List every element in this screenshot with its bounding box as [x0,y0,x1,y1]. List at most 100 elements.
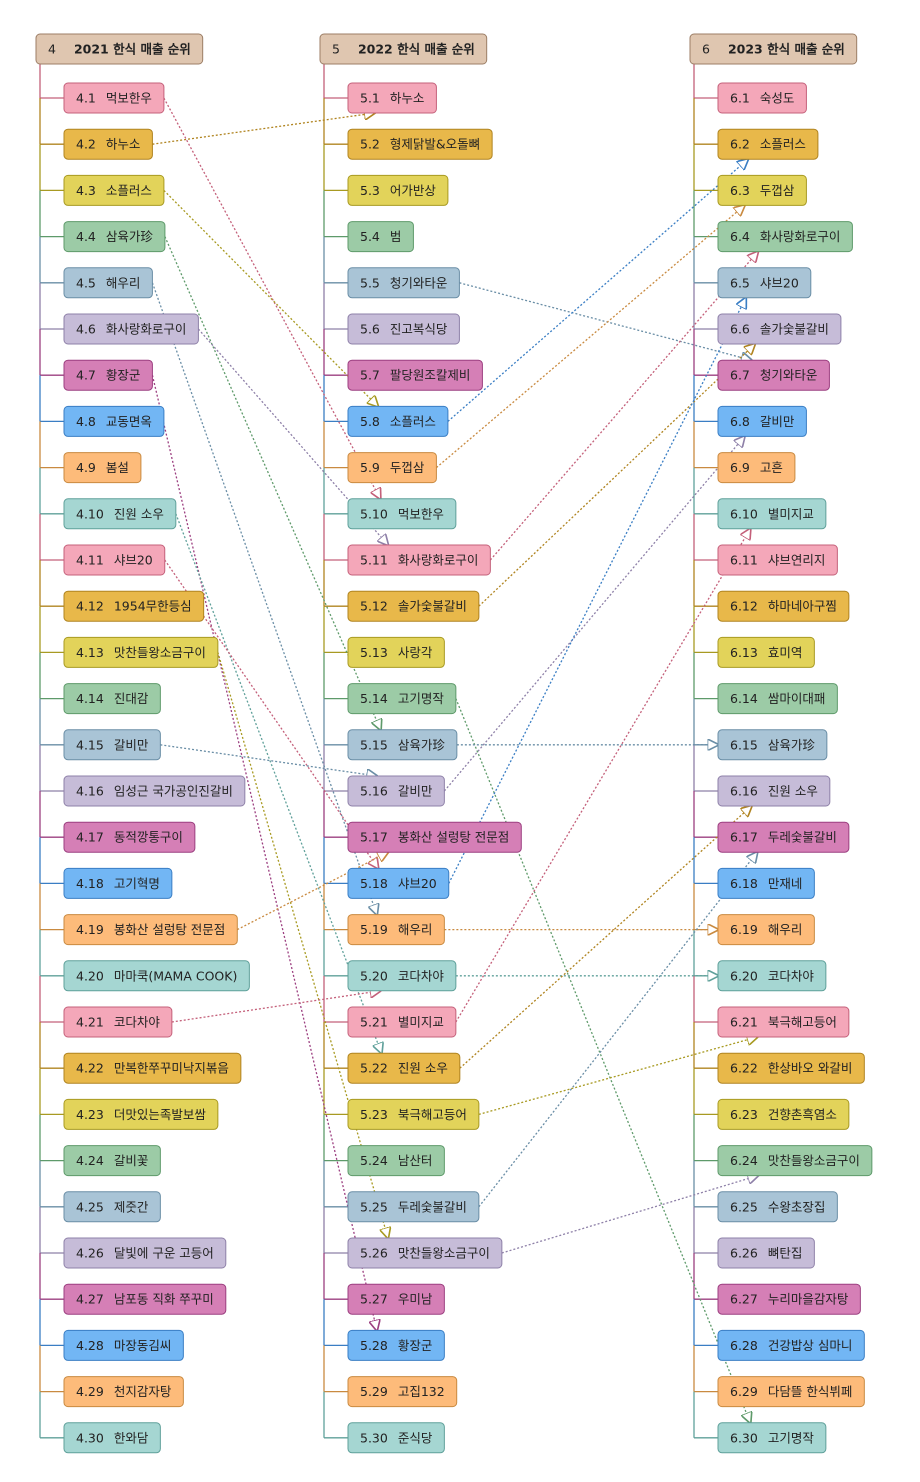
rank-link [175,513,382,1053]
rank-label: 마마쿡(MAMA COOK) [114,968,238,983]
rank-number: 5.20 [360,968,388,983]
rank-node: 4.7 황장군 [63,359,153,391]
rank-node-box [717,1329,865,1361]
rank-number: 5.11 [360,553,388,568]
rank-node-box [63,867,173,899]
rank-number: 6.27 [730,1292,758,1307]
rank-label: 해우리 [106,275,141,290]
rank-label: 진원 소우 [768,784,818,799]
rank-node-box [347,313,460,345]
rank-node: 6.21 북극해고등어 [717,1006,850,1038]
rank-label: 하마네아구찜 [768,599,837,614]
rank-node-box [347,1283,445,1315]
rank-link [455,698,750,1423]
rank-link [501,1176,758,1254]
rank-label: 남산터 [398,1153,433,1168]
rank-label: 우미남 [398,1292,433,1307]
rank-node: 4.24 갈비꽃 [63,1145,161,1177]
rank-node: 5.30 준식당 [347,1422,445,1454]
rank-label: 두껍삼 [390,460,425,475]
rank-label: 다담뜰 한식뷔페 [768,1384,852,1399]
rank-node-box [63,590,205,622]
rank-number: 4.15 [76,737,104,752]
column-header: 5 2022 한식 매출 순위 [319,33,488,65]
rank-node: 4.8 교동면옥 [63,405,165,437]
rank-number: 6.12 [730,599,758,614]
column-header-title: 2023 한식 매출 순위 [728,42,845,57]
rank-node: 6.2 소플러스 [717,128,819,160]
rank-link [478,852,757,1208]
rank-label: 수왕초장집 [768,1199,826,1214]
rank-node-box [347,1145,445,1177]
rank-node-box [717,221,853,253]
rank-node-box [717,636,815,668]
rank-label: 갈비만 [398,784,433,799]
rank-number: 6.4 [730,229,750,244]
rank-label: 갈비꽃 [114,1153,149,1168]
rank-label: 교동면옥 [106,414,152,429]
column-trunks [39,64,718,1439]
rank-node-box [347,1422,445,1454]
rank-node-box [347,729,458,761]
rank-number: 6.11 [730,553,758,568]
rank-number: 6.16 [730,784,758,799]
rank-label: 진대감 [114,691,149,706]
rank-label: 코다차야 [768,968,815,983]
rank-label: 하누소 [390,91,425,106]
rank-number: 6.15 [730,737,758,752]
rank-number: 4.14 [76,691,104,706]
rank-node: 4.19 봉화산 설렁탕 전문점 [63,914,238,946]
column-header-number: 4 [48,42,56,57]
rank-node: 4.29 천지감자탕 [63,1376,184,1408]
ranking-nodes: 4 2021 한식 매출 순위 4.1 먹보한우 4.2 하누소 4.3 소플러스 4.4 삼육가… [35,33,873,1454]
rank-node-box [63,914,238,946]
rank-node-box [347,1006,457,1038]
rank-label: 준식당 [398,1430,433,1445]
rank-label: 소플러스 [760,137,806,152]
rank-link [236,852,388,931]
column-header-box [35,33,204,65]
rank-node: 5.27 우미남 [347,1283,445,1315]
rank-node-box [63,683,161,715]
rank-number: 5.30 [360,1430,388,1445]
rank-label: 두레숯불갈비 [398,1199,467,1214]
rank-node-box [347,1098,480,1130]
rank-number: 4.10 [76,506,104,521]
rank-link [478,344,755,607]
rank-label: 쌈마이대패 [768,691,826,706]
rank-number: 4.22 [76,1061,104,1076]
rank-node: 5.18 샤브20 [347,867,450,899]
rank-node-box [717,452,796,484]
rank-number: 4.12 [76,599,104,614]
rank-label: 샤브연리지 [768,553,826,568]
rank-node-box [347,1052,461,1084]
rank-node: 4.21 코다차야 [63,1006,173,1038]
rank-number: 6.2 [730,137,750,152]
rank-label: 건강밥상 심마니 [768,1338,852,1353]
rank-label: 고기명작 [398,691,445,706]
rank-node-box [347,1191,480,1223]
rank-number: 5.24 [360,1153,388,1168]
rank-node: 4.26 달빛에 구운 고등어 [63,1237,227,1269]
rank-node-box [347,821,522,853]
rank-link [447,159,748,422]
rank-number: 6.30 [730,1430,758,1445]
rank-node-box [717,960,827,992]
rank-number: 5.5 [360,275,380,290]
rank-node: 5.5 청기와타운 [347,267,460,299]
rank-number: 5.6 [360,322,380,337]
rank-node-box [63,1145,161,1177]
rank-node: 6.20 코다차야 [717,960,827,992]
rank-node-box [63,82,165,114]
rank-number: 4.28 [76,1338,104,1353]
rank-number: 4.1 [76,91,96,106]
rank-node: 5.8 소플러스 [347,405,449,437]
rank-number: 4.21 [76,1015,104,1030]
rank-label: 청기와타운 [390,275,448,290]
rank-number: 4.20 [76,968,104,983]
rank-node: 5.22 진원 소우 [347,1052,461,1084]
rank-node-box [717,82,807,114]
rank-number: 5.19 [360,922,388,937]
rank-node-box [717,1237,815,1269]
